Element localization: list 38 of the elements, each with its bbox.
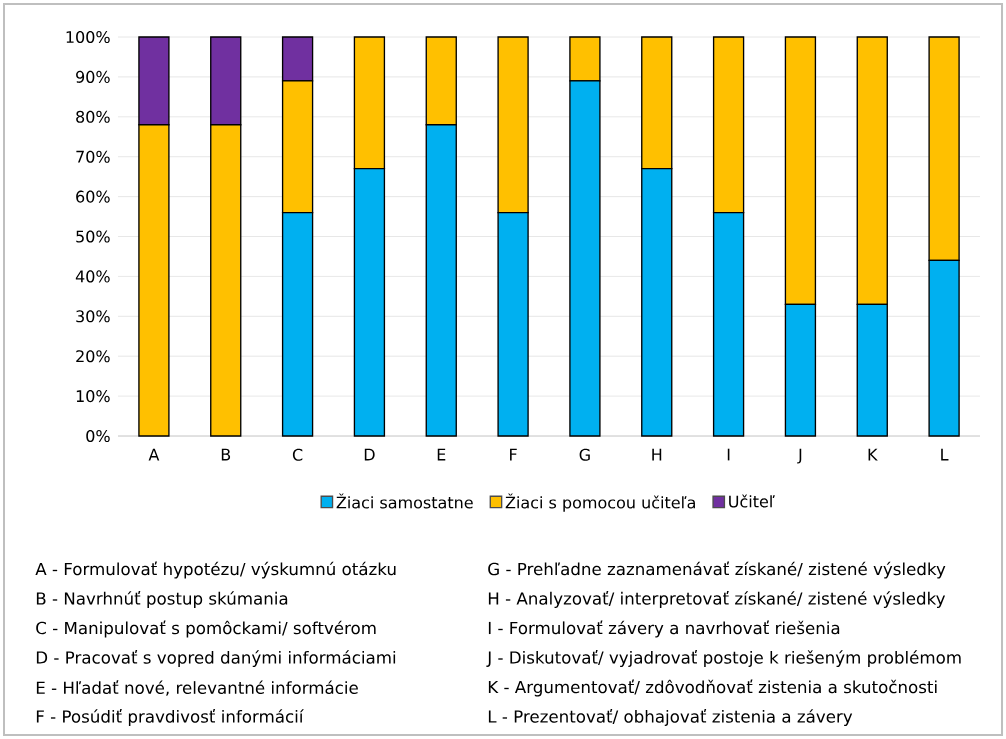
text: L - Prezentovať/ obhajovať zistenia a závery: [488, 708, 853, 727]
y-tick-label: 90%: [76, 70, 110, 83]
x-tick-label: D: [364, 448, 375, 461]
x-tick-label: J: [797, 448, 802, 464]
text: G - Prehľadne zaznamenávať získané/ zistené výsledky: [488, 561, 946, 579]
x-tick-label: H: [652, 448, 662, 461]
text: B - Navrhnúť postup skúmania: [36, 590, 288, 609]
legend-label: Žiaci s pomocou učiteľa: [505, 493, 695, 512]
y-tick-label: 20%: [76, 350, 110, 363]
legend-label: Učiteľ: [729, 494, 775, 508]
text: D - Pracovať s vopred danými informáciami: [36, 649, 396, 668]
y-tick-label: 80%: [76, 110, 110, 123]
y-tick-label: 100%: [66, 30, 110, 44]
legend-label: Žiaci samostatne: [336, 493, 473, 509]
x-tick-label: K: [868, 448, 878, 461]
y-tick-label: 30%: [76, 310, 110, 323]
y-tick-label: 0%: [86, 429, 110, 443]
y-tick-label: 60%: [76, 190, 110, 203]
x-tick-label: G: [579, 448, 590, 461]
text: H - Analyzovať/ interpretovať získané/ zistené výsledky: [488, 590, 946, 609]
text: C - Manipulovať s pomôckami/ softvérom: [36, 620, 376, 638]
x-tick-label: B: [221, 448, 231, 461]
text: I - Formulovať závery a navrhovať riešenia: [488, 620, 840, 638]
x-tick-label: I: [727, 448, 730, 461]
y-tick-label: 50%: [76, 230, 110, 243]
y-tick-label: 40%: [75, 270, 110, 283]
text: A - Formulovať hypotézu/ výskumnú otázku: [35, 561, 396, 579]
text: F - Posúdiť pravdivosť informácií: [36, 708, 304, 727]
x-tick-label: L: [941, 448, 949, 461]
x-tick-label: E: [437, 448, 446, 461]
text: E - Hľadať nové, relevantné informácie: [36, 680, 358, 696]
y-tick-label: 70%: [76, 150, 110, 163]
x-tick-label: A: [148, 448, 160, 461]
x-tick-label: F: [510, 448, 517, 461]
text: K - Argumentovať/ zdôvodňovať zistenia a skutočnosti: [488, 679, 937, 697]
text: J - Diskutovať/ vyjadrovať postoje k riešeným problémom: [486, 649, 961, 668]
y-tick-label: 10%: [76, 390, 110, 403]
x-tick-label: C: [292, 448, 303, 461]
